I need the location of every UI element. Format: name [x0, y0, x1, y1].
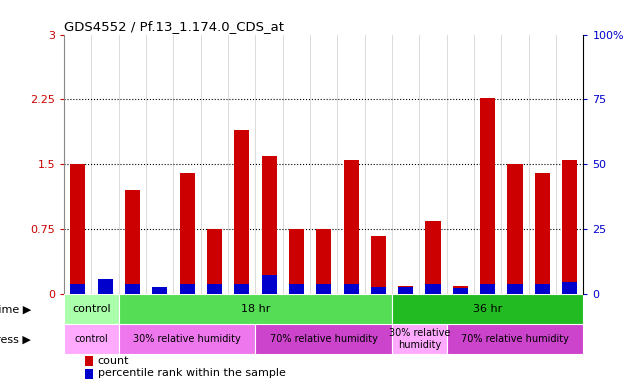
- Text: 30% relative humidity: 30% relative humidity: [133, 334, 241, 344]
- Bar: [535, 173, 550, 294]
- Bar: [64, 294, 119, 324]
- Bar: [398, 287, 413, 294]
- Bar: [508, 284, 522, 294]
- Bar: [207, 229, 222, 294]
- Bar: [152, 287, 167, 294]
- Bar: [480, 284, 495, 294]
- Bar: [97, 279, 113, 294]
- Bar: [562, 160, 577, 294]
- Bar: [119, 324, 255, 354]
- Bar: [262, 156, 276, 294]
- Text: stress ▶: stress ▶: [0, 334, 31, 344]
- Bar: [64, 324, 119, 354]
- Bar: [179, 173, 195, 294]
- Bar: [392, 324, 447, 354]
- Bar: [316, 229, 331, 294]
- Bar: [447, 324, 583, 354]
- Bar: [562, 282, 577, 294]
- Text: GDS4552 / Pf.13_1.174.0_CDS_at: GDS4552 / Pf.13_1.174.0_CDS_at: [64, 20, 284, 33]
- Bar: [179, 284, 195, 294]
- Bar: [262, 275, 276, 294]
- Bar: [97, 290, 113, 294]
- Bar: [508, 164, 522, 294]
- Bar: [392, 294, 583, 324]
- Bar: [255, 324, 392, 354]
- Bar: [426, 221, 440, 294]
- Bar: [207, 284, 222, 294]
- Bar: [453, 286, 468, 294]
- Text: 30% relative
humidity: 30% relative humidity: [388, 328, 450, 350]
- Bar: [119, 294, 392, 324]
- Bar: [344, 160, 358, 294]
- Text: percentile rank within the sample: percentile rank within the sample: [98, 368, 286, 378]
- Bar: [71, 284, 85, 294]
- Bar: [453, 288, 468, 294]
- Text: 36 hr: 36 hr: [473, 304, 503, 314]
- Text: time ▶: time ▶: [0, 304, 31, 314]
- Bar: [125, 190, 140, 294]
- Bar: [398, 286, 413, 294]
- Bar: [71, 164, 85, 294]
- Bar: [426, 284, 440, 294]
- Text: count: count: [98, 356, 129, 366]
- Bar: [480, 98, 495, 294]
- Bar: [234, 284, 249, 294]
- Bar: [344, 284, 358, 294]
- Bar: [371, 287, 386, 294]
- Text: control: control: [72, 304, 111, 314]
- Text: 70% relative humidity: 70% relative humidity: [461, 334, 569, 344]
- Bar: [85, 356, 93, 366]
- Bar: [289, 229, 304, 294]
- Bar: [371, 236, 386, 294]
- Bar: [289, 284, 304, 294]
- Text: control: control: [74, 334, 108, 344]
- Bar: [85, 369, 93, 379]
- Bar: [234, 130, 249, 294]
- Bar: [125, 284, 140, 294]
- Bar: [152, 287, 167, 294]
- Bar: [316, 284, 331, 294]
- Text: 18 hr: 18 hr: [241, 304, 270, 314]
- Text: 70% relative humidity: 70% relative humidity: [270, 334, 378, 344]
- Bar: [535, 284, 550, 294]
